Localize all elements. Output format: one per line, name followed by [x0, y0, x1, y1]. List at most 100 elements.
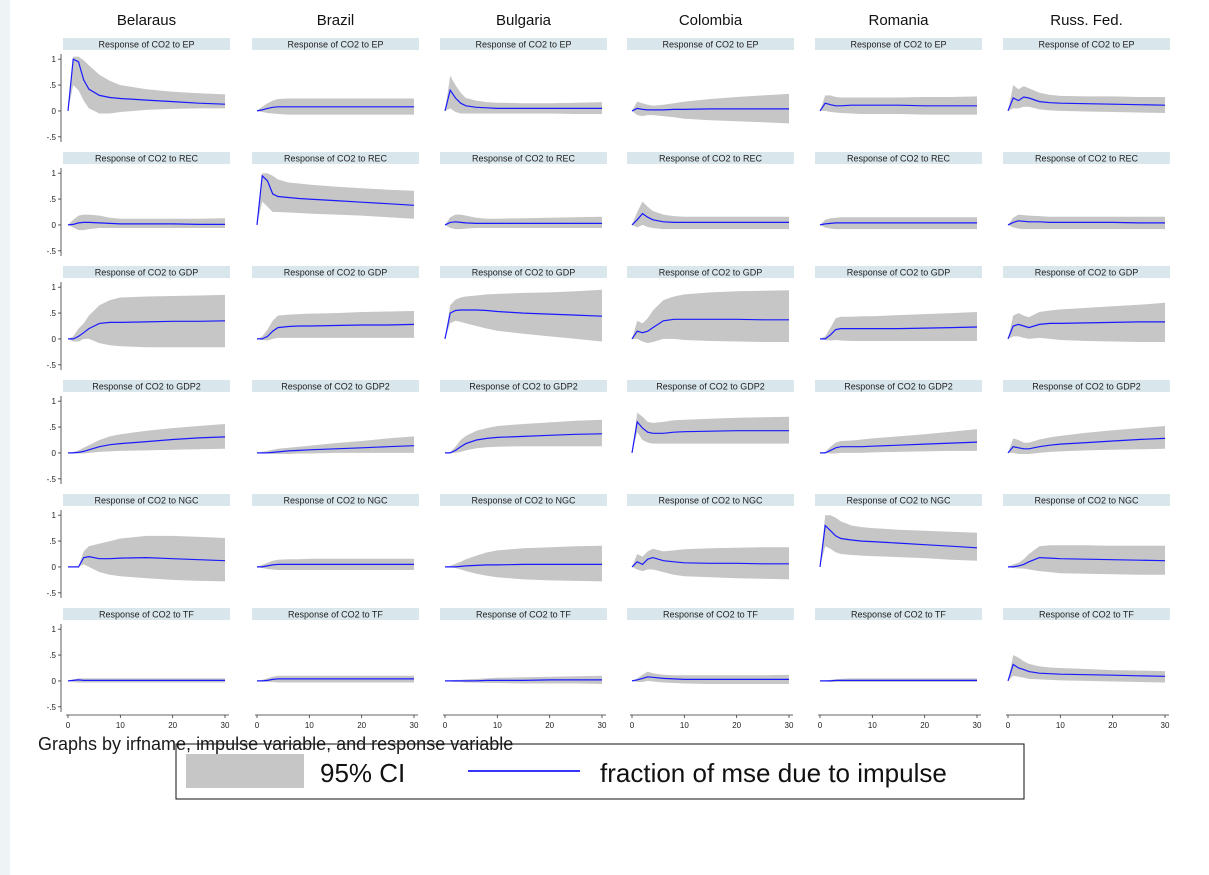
x-tick-label-colombia-2: 20 — [732, 721, 741, 730]
column-header-colombia: Colombia — [679, 12, 743, 29]
panel-title-strip-bulgaria-0 — [440, 38, 607, 50]
x-tick-label-belaraus-2: 20 — [168, 721, 177, 730]
panel-title-strip-brazil-5 — [252, 608, 419, 620]
ci-band-romania-3 — [820, 429, 977, 454]
panel-title-romania-3: Response of CO2 to GDP2 — [844, 382, 953, 392]
irf-line-colombia-1 — [631, 212, 789, 226]
ci-band-belaraus-1 — [68, 214, 225, 231]
x-tick-label-brazil-1: 10 — [305, 721, 314, 730]
panel-title-brazil-4: Response of CO2 to NGC — [283, 496, 388, 506]
x-tick-label-colombia-0: 0 — [630, 721, 635, 730]
x-tick-label-romania-3: 30 — [973, 721, 982, 730]
y-tick-label-5-1: 0 — [52, 677, 57, 686]
ci-band-belaraus-2 — [68, 294, 225, 348]
y-tick-label-0-3: 1 — [52, 55, 57, 64]
x-tick-label-brazil-3: 30 — [410, 721, 419, 730]
irf-line-colombia-2 — [631, 318, 789, 340]
panel-title-strip-colombia-1 — [627, 152, 794, 164]
panel-title-strip-colombia-4 — [627, 494, 794, 506]
panel-title-strip-russ-fed-4 — [1003, 494, 1170, 506]
y-tick-label-1-0: -.5 — [47, 247, 57, 256]
panel-title-russ-fed-2: Response of CO2 to GDP — [1035, 268, 1139, 278]
x-tick-label-colombia-1: 10 — [680, 721, 689, 730]
y-tick-label-4-1: 0 — [52, 563, 57, 572]
column-header-bulgaria: Bulgaria — [496, 12, 552, 29]
panel-title-strip-romania-2 — [815, 266, 982, 278]
panel-title-russ-fed-0: Response of CO2 to EP — [1038, 40, 1134, 50]
irf-line-belaraus-4 — [68, 555, 226, 568]
x-tick-label-belaraus-0: 0 — [66, 721, 71, 730]
y-tick-label-5-2: .5 — [49, 651, 56, 660]
irf-line-russ-fed-3 — [1007, 437, 1166, 454]
ci-band-bulgaria-2 — [445, 289, 602, 342]
x-tick-label-russ-fed-1: 10 — [1056, 721, 1065, 730]
legend-ci-label: 95% CI — [320, 758, 405, 788]
panel-title-romania-0: Response of CO2 to EP — [850, 40, 946, 50]
ci-band-bulgaria-4 — [445, 545, 602, 582]
x-tick-label-bulgaria-0: 0 — [443, 721, 448, 730]
y-tick-label-4-2: .5 — [49, 537, 56, 546]
panel-title-brazil-5: Response of CO2 to TF — [288, 610, 383, 620]
y-tick-label-2-1: 0 — [52, 335, 57, 344]
ci-band-romania-2 — [820, 312, 977, 341]
ci-band-russ-fed-3 — [1008, 426, 1165, 454]
y-tick-label-5-0: -.5 — [47, 703, 57, 712]
ci-band-belaraus-0 — [68, 56, 225, 114]
column-header-belaraus: Belaraus — [117, 12, 176, 29]
panel-title-colombia-3: Response of CO2 to GDP2 — [656, 382, 765, 392]
panel-title-belaraus-2: Response of CO2 to GDP — [95, 268, 199, 278]
irf-line-brazil-0 — [256, 106, 414, 112]
panel-title-strip-colombia-0 — [627, 38, 794, 50]
panel-title-strip-belaraus-4 — [63, 494, 230, 506]
panel-title-strip-belaraus-2 — [63, 266, 230, 278]
panel-title-belaraus-1: Response of CO2 to REC — [95, 154, 199, 164]
y-tick-label-4-0: -.5 — [47, 589, 57, 598]
panel-title-strip-russ-fed-3 — [1003, 380, 1170, 392]
y-tick-label-3-3: 1 — [52, 397, 57, 406]
panel-title-brazil-0: Response of CO2 to EP — [287, 40, 383, 50]
panel-title-belaraus-3: Response of CO2 to GDP2 — [92, 382, 201, 392]
panel-title-strip-brazil-3 — [252, 380, 419, 392]
x-tick-label-brazil-0: 0 — [255, 721, 260, 730]
panel-title-strip-belaraus-5 — [63, 608, 230, 620]
irf-line-bulgaria-0 — [444, 88, 602, 112]
irf-line-russ-fed-1 — [1007, 220, 1165, 226]
column-header-brazil: Brazil — [317, 12, 355, 29]
panel-title-strip-russ-fed-0 — [1003, 38, 1170, 50]
panel-title-bulgaria-1: Response of CO2 to REC — [472, 154, 576, 164]
irf-line-romania-4 — [819, 524, 978, 567]
irf-line-colombia-4 — [631, 556, 789, 568]
panel-title-strip-colombia-5 — [627, 608, 794, 620]
y-tick-label-1-2: .5 — [49, 195, 56, 204]
y-tick-label-1-1: 0 — [52, 221, 57, 230]
panel-title-strip-brazil-4 — [252, 494, 419, 506]
panel-title-bulgaria-5: Response of CO2 to TF — [476, 610, 571, 620]
panel-title-belaraus-4: Response of CO2 to NGC — [94, 496, 199, 506]
irf-line-bulgaria-5 — [445, 679, 602, 682]
irf-line-belaraus-0 — [67, 58, 226, 111]
irf-line-russ-fed-0 — [1007, 96, 1166, 112]
y-tick-label-3-0: -.5 — [47, 475, 57, 484]
x-tick-label-romania-2: 20 — [920, 721, 929, 730]
x-tick-label-bulgaria-1: 10 — [493, 721, 502, 730]
y-tick-label-0-0: -.5 — [47, 133, 57, 142]
legend-box — [175, 743, 1025, 800]
irf-line-romania-3 — [820, 441, 978, 454]
panel-title-belaraus-0: Response of CO2 to EP — [98, 40, 194, 50]
panel-title-strip-romania-5 — [815, 608, 982, 620]
x-tick-label-russ-fed-0: 0 — [1006, 721, 1011, 730]
irf-line-russ-fed-2 — [1007, 321, 1165, 340]
irf-line-belaraus-3 — [68, 436, 226, 454]
y-tick-label-0-1: 0 — [52, 107, 57, 116]
panel-title-russ-fed-1: Response of CO2 to REC — [1035, 154, 1139, 164]
irf-line-romania-1 — [819, 222, 977, 226]
y-tick-label-3-1: 0 — [52, 449, 57, 458]
panel-title-bulgaria-0: Response of CO2 to EP — [475, 40, 571, 50]
panel-title-strip-belaraus-3 — [63, 380, 230, 392]
y-tick-label-0-2: .5 — [49, 81, 56, 90]
y-tick-label-2-2: .5 — [49, 309, 56, 318]
x-tick-label-bulgaria-2: 20 — [545, 721, 554, 730]
ci-band-colombia-5 — [632, 671, 789, 684]
irf-line-brazil-5 — [257, 678, 414, 682]
